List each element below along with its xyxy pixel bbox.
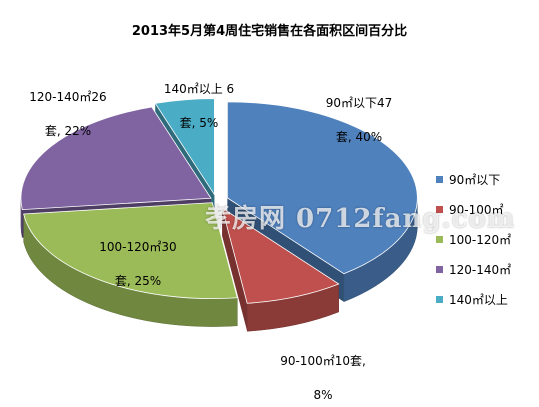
pie-slice — [23, 202, 238, 299]
label-line: 140㎡以上 6 — [163, 82, 235, 96]
label-line: 8% — [313, 388, 333, 402]
pie-slice — [20, 106, 212, 211]
pie-slice — [154, 98, 215, 196]
label-line: 90㎡以下47 — [325, 96, 393, 110]
legend-item: 100-120㎡ — [436, 230, 511, 248]
watermark: 孝房网 0712fang.com — [205, 204, 516, 234]
legend-swatch — [436, 265, 443, 273]
label-line: 套, 22% — [44, 124, 92, 138]
pie-top-layer — [20, 98, 418, 304]
legend-item: 90-100㎡ — [436, 200, 511, 218]
legend-label: 140㎡以上 — [449, 292, 508, 307]
label-line: 120-140㎡26 — [29, 90, 107, 104]
legend-label: 100-120㎡ — [449, 232, 512, 247]
legend-label: 90㎡以下 — [449, 172, 501, 187]
label-line: 90-100㎡10套, — [280, 354, 366, 368]
legend-item: 120-140㎡ — [436, 260, 511, 278]
label-line: 套, 25% — [114, 274, 162, 288]
legend-swatch — [436, 205, 443, 213]
data-label-90-below: 90㎡以下47 套, 40% — [300, 78, 418, 146]
label-line: 套, 40% — [335, 130, 383, 144]
data-label-100-120: 100-120㎡30 套, 25% — [78, 222, 198, 290]
legend-item: 140㎡以上 — [436, 290, 511, 308]
pie-slice — [221, 207, 340, 304]
legend-swatch — [436, 175, 443, 183]
legend-label: 120-140㎡ — [449, 262, 512, 277]
label-line: 100-120㎡30 — [99, 240, 177, 254]
legend-swatch — [436, 295, 443, 303]
label-line: 套, 5% — [179, 116, 219, 130]
data-label-120-140: 120-140㎡26 套, 22% — [8, 72, 128, 140]
pie-slice — [226, 101, 418, 275]
legend: 90㎡以下 90-100㎡ 100-120㎡ 120-140㎡ 140㎡以上 — [436, 170, 511, 320]
legend-swatch — [436, 235, 443, 243]
data-label-140-above: 140㎡以上 6 套, 5% — [140, 64, 258, 132]
chart-title: 2013年5月第4周住宅销售在各面积区间百分比 — [131, 24, 408, 39]
data-label-90-100: 90-100㎡10套, 8% — [258, 336, 388, 404]
legend-item: 90㎡以下 — [436, 170, 511, 188]
legend-label: 90-100㎡ — [449, 202, 504, 217]
